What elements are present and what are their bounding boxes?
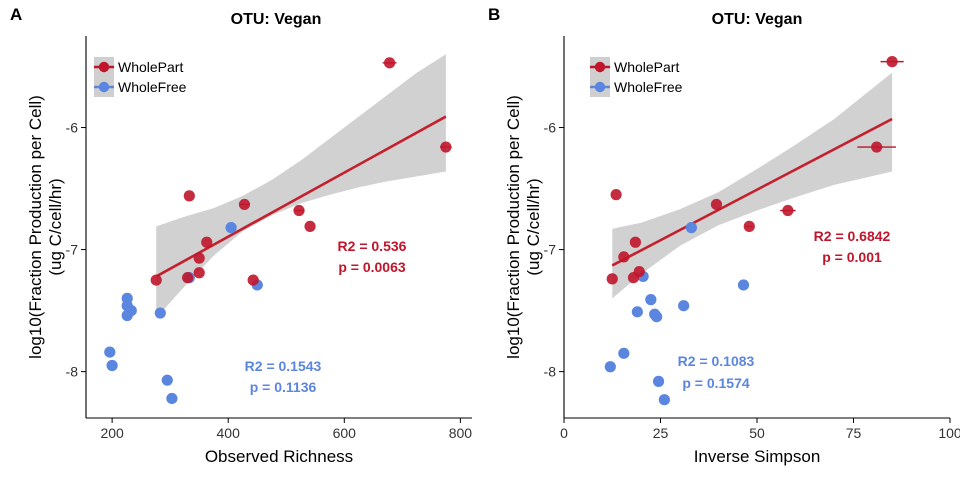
legend-label: WholePart — [614, 59, 679, 75]
r2-annotation: R2 = 0.1543 — [245, 358, 322, 374]
data-point-wholepart — [193, 252, 205, 264]
data-point-wholefree — [166, 392, 178, 405]
fit-line — [155, 115, 447, 278]
data-point-wholepart — [743, 220, 755, 232]
legend-label: WholePart — [118, 59, 183, 75]
x-tick-label: 25 — [653, 425, 669, 441]
data-point-wholefree — [737, 279, 750, 291]
panel-tag: A — [10, 5, 22, 24]
data-point-wholepart — [871, 141, 883, 153]
r2-annotation: R2 = 0.536 — [338, 238, 407, 254]
data-point-wholefree — [618, 347, 630, 359]
legend: WholePart WholeFree — [590, 57, 683, 97]
x-axis-title: Inverse Simpson — [694, 447, 821, 466]
confidence-band — [156, 54, 446, 318]
legend-key-point — [594, 61, 606, 73]
data-point-wholefree — [685, 222, 697, 234]
data-point-wholefree — [121, 309, 133, 322]
p-value-annotation: p = 0.1574 — [682, 375, 750, 391]
y-axis-title: (ug C/cell/hr) — [524, 178, 543, 275]
data-point-wholepart — [606, 273, 618, 285]
data-point-wholepart — [610, 189, 622, 201]
y-tick-label: -6 — [544, 120, 557, 136]
x-tick-label: 75 — [846, 425, 862, 441]
data-point-wholefree — [604, 361, 616, 373]
data-point-wholefree — [161, 374, 173, 386]
chart-panel-b: B OTU: Vegan 0 25 50 75 100 -6 -7 -8 Inverse Simps… — [488, 5, 960, 466]
data-point-wholefree — [678, 300, 690, 312]
data-point-wholefree — [631, 306, 643, 318]
chart-title: OTU: Vegan — [712, 11, 803, 28]
data-point-wholefree — [154, 307, 166, 319]
x-tick-label: 400 — [217, 425, 241, 441]
chart-title: OTU: Vegan — [231, 11, 322, 28]
data-point-wholefree — [645, 294, 657, 306]
data-point-wholefree — [104, 346, 116, 358]
legend-label: WholeFree — [118, 79, 187, 95]
data-point-wholepart — [782, 204, 794, 217]
data-point-wholepart — [193, 267, 205, 279]
data-point-wholepart — [238, 198, 251, 211]
legend-key-point — [98, 81, 110, 93]
y-tick-label: -8 — [66, 364, 79, 380]
x-tick-label: 800 — [449, 425, 473, 441]
data-point-wholepart — [293, 204, 305, 217]
y-tick-label: -6 — [66, 120, 79, 136]
fit-line — [611, 117, 893, 267]
data-point-wholepart — [629, 236, 642, 248]
y-axis-title: log10(Fraction Production per Cell) — [26, 95, 45, 359]
data-point-wholefree — [106, 359, 118, 372]
x-axis-title: Observed Richness — [205, 447, 353, 466]
x-tick-label: 50 — [749, 425, 765, 441]
panel-tag: B — [488, 5, 500, 24]
data-point-wholepart — [440, 141, 452, 153]
legend-label: WholeFree — [614, 79, 683, 95]
y-axis-title: (ug C/cell/hr) — [46, 178, 65, 275]
data-point-wholepart — [150, 274, 162, 286]
data-point-wholepart — [618, 251, 630, 263]
confidence-band — [612, 72, 893, 299]
data-point-wholepart — [886, 56, 898, 68]
chart-panel-a: A OTU: Vegan 200 400 600 800 -6 -7 -8 Observed Ri… — [10, 5, 472, 466]
data-point-wholepart — [181, 272, 194, 284]
data-point-wholepart — [183, 190, 195, 202]
data-point-wholefree — [225, 222, 237, 234]
y-tick-label: -8 — [544, 364, 557, 380]
x-tick-label: 0 — [560, 425, 568, 441]
data-point-wholepart — [304, 220, 316, 232]
p-value-annotation: p = 0.0063 — [338, 259, 406, 275]
p-value-annotation: p = 0.1136 — [250, 379, 317, 395]
data-point-wholepart — [627, 272, 640, 284]
data-point-wholefree — [658, 394, 670, 406]
r2-annotation: R2 = 0.1083 — [678, 353, 755, 369]
legend-key-point — [98, 61, 110, 73]
x-tick-label: 200 — [100, 425, 124, 441]
r2-annotation: R2 = 0.6842 — [814, 228, 891, 244]
data-point-wholepart — [201, 236, 213, 248]
data-point-wholefree — [652, 375, 665, 387]
x-tick-label: 100 — [938, 425, 960, 441]
p-value-annotation: p = 0.001 — [822, 249, 882, 265]
data-point-wholepart — [247, 274, 259, 286]
y-tick-label: -7 — [66, 242, 79, 258]
data-point-wholefree — [651, 311, 663, 323]
y-axis-title: log10(Fraction Production per Cell) — [504, 95, 523, 359]
legend-key-point — [594, 81, 606, 93]
data-point-wholepart — [383, 57, 396, 69]
x-tick-label: 600 — [333, 425, 357, 441]
data-point-wholepart — [710, 198, 723, 211]
y-tick-label: -7 — [544, 242, 557, 258]
legend: WholePart WholeFree — [94, 57, 187, 97]
